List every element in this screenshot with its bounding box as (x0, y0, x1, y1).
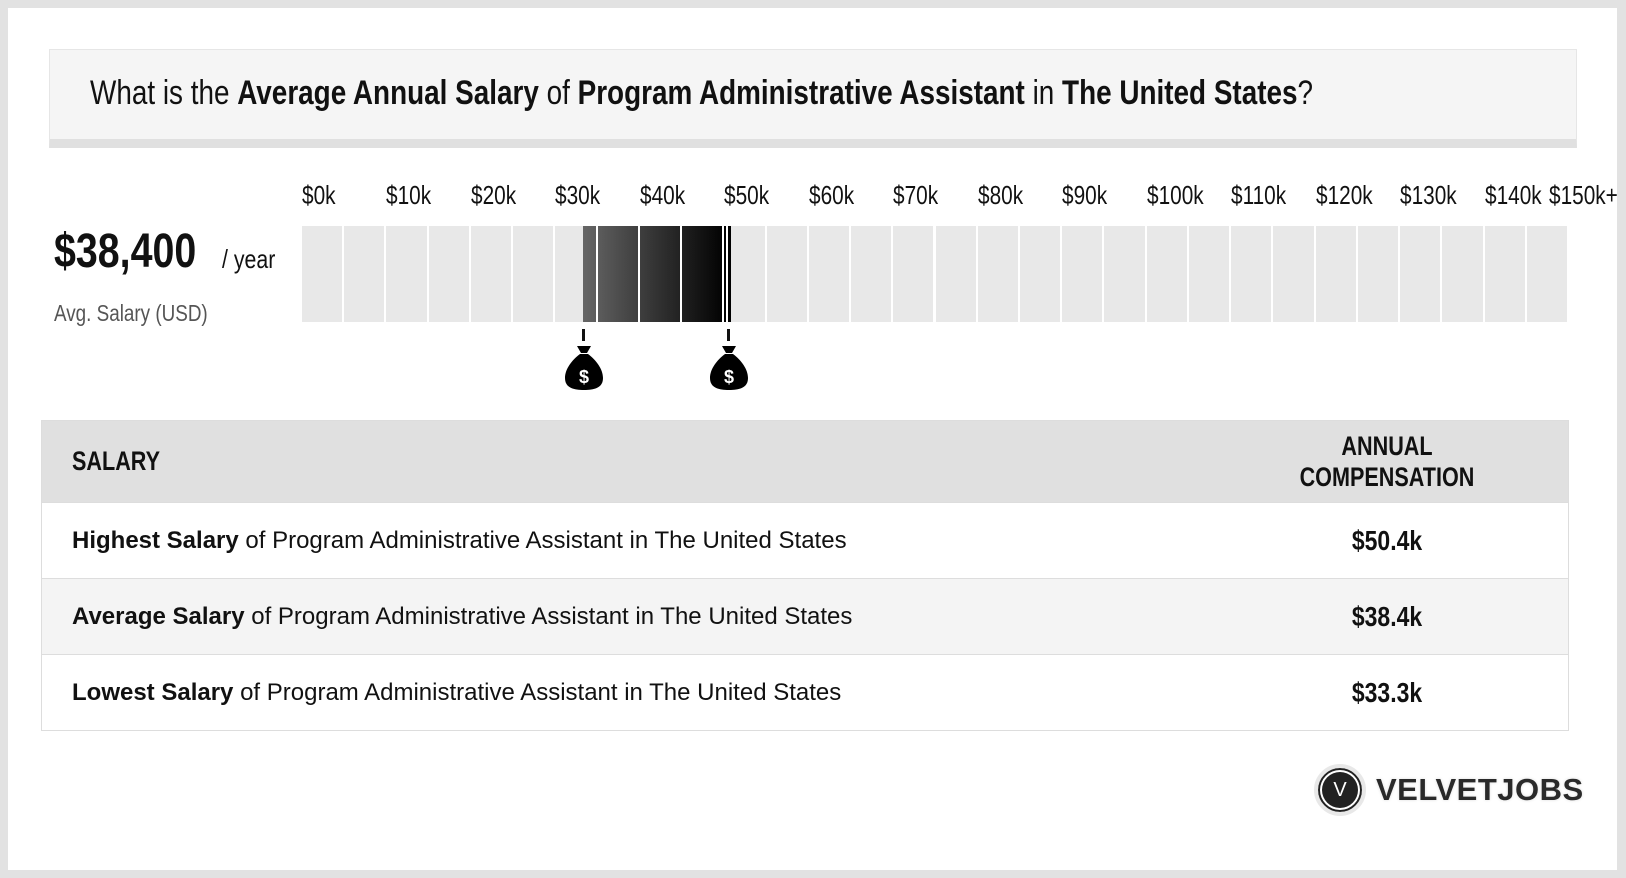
average-salary-unit: / year (222, 244, 276, 274)
bar-fill (597, 226, 638, 322)
tick-label: $40k (639, 180, 685, 210)
svg-text:$: $ (724, 367, 734, 387)
table-header: SALARY ANNUAL COMPENSATION (42, 421, 1568, 502)
bar-segment (1442, 226, 1483, 322)
tick-label: $10k (386, 180, 432, 210)
row-label-bold: Highest Salary (72, 526, 239, 554)
table-row: Lowest Salary of Program Administrative … (42, 654, 1568, 730)
bar-segment (935, 226, 976, 322)
logo-mark: V (1314, 764, 1366, 816)
velvetjobs-logo: V VELVETJOBS (1314, 764, 1584, 816)
row-label: Lowest Salary of Program Administrative … (72, 679, 841, 707)
bar-segment (977, 226, 1018, 322)
title-text: What is the (90, 74, 238, 112)
column-header-salary: SALARY (72, 446, 161, 476)
tick-label: $30k (555, 180, 601, 210)
bar-segment (1357, 226, 1399, 322)
table-row: Highest Salary of Program Administrative… (42, 502, 1568, 578)
bar-segment (766, 226, 807, 322)
average-salary-label: Avg. Salary (USD) (54, 300, 208, 326)
bar-segment (1484, 226, 1525, 322)
table-row: Average Salary of Program Administrative… (42, 578, 1568, 654)
row-label-rest: of Program Administrative Assistant in T… (244, 602, 853, 630)
bar-segment (428, 226, 469, 322)
row-label-rest: of Program Administrative Assistant in T… (238, 526, 847, 554)
tick-label: $60k (808, 180, 854, 210)
tick-label: $130k (1400, 180, 1457, 210)
bar-segment (513, 226, 554, 322)
bar-segment (1146, 226, 1187, 322)
tick-label: $140k (1484, 180, 1542, 210)
row-value: $33.3k (1351, 676, 1423, 708)
bar-segment (302, 226, 343, 322)
title-text: of (538, 74, 578, 112)
row-label: Average Salary of Program Administrative… (72, 603, 852, 631)
tick-label: $20k (470, 180, 517, 210)
money-bag-icon: $ (565, 346, 604, 390)
title-bold: Average Annual Salary (237, 74, 539, 112)
bar-segment (555, 226, 596, 322)
salary-range-bar: $0k $10k $20k $30k $40k $50k $60k $70k $80k $90k $… (302, 180, 1618, 390)
bar-segment (1019, 226, 1061, 322)
tick-label: $0k (302, 180, 336, 210)
bar-segment (344, 226, 385, 322)
bar-segment (1062, 226, 1103, 322)
bar-segment (893, 226, 934, 322)
tick-label: $90k (1062, 180, 1108, 210)
bar-segment (1526, 226, 1567, 322)
svg-text:$: $ (579, 367, 589, 387)
title-bold: Program Administrative Assistant (577, 74, 1025, 112)
salary-table: SALARY ANNUAL COMPENSATION Highest Salar… (41, 420, 1569, 731)
title-text: in (1024, 74, 1063, 112)
tick-label: $150k+ (1549, 180, 1618, 210)
bar-segment (639, 226, 681, 322)
bar-segment (808, 226, 850, 322)
money-bag-icon: $ (709, 346, 748, 390)
question-header: What is the Average Annual Salary of Pro… (49, 49, 1577, 148)
bar-segment (1188, 226, 1230, 322)
bar-segment (1104, 226, 1145, 322)
low-marker (582, 329, 586, 341)
row-label-bold: Average Salary (72, 602, 245, 630)
average-salary: $38,400 / year (54, 224, 275, 279)
row-value: $38.4k (1351, 600, 1423, 632)
title-bold: The United States (1062, 74, 1298, 112)
tick-label: $80k (977, 180, 1023, 210)
page-title: What is the Average Annual Salary of Pro… (90, 74, 1313, 113)
bar-segment (851, 226, 892, 322)
bar-segment (1315, 226, 1356, 322)
average-salary-value: $38,400 (54, 225, 197, 278)
bar-segment (1231, 226, 1272, 322)
column-header-compensation: ANNUAL COMPENSATION (1299, 430, 1475, 492)
logo-mark-letter: V (1333, 778, 1347, 801)
bar-segment (1273, 226, 1314, 322)
tick-label: $120k (1315, 180, 1373, 210)
bar-fill (639, 226, 681, 322)
bar-segment (470, 226, 512, 322)
row-label-rest: of Program Administrative Assistant in T… (233, 678, 842, 706)
tick-label: $70k (893, 180, 939, 210)
tick-label: $110k (1231, 180, 1287, 210)
bar-segment (1400, 226, 1441, 322)
high-line (725, 226, 731, 322)
high-marker (726, 329, 730, 341)
bar-segment (682, 226, 723, 322)
bar-fill (682, 226, 723, 322)
logo-text: VELVETJOBS (1376, 772, 1584, 807)
bar-segment (597, 226, 638, 322)
bar-fill (583, 226, 596, 322)
row-value: $50.4k (1351, 524, 1423, 556)
tick-label: $100k (1146, 180, 1204, 210)
row-label-bold: Lowest Salary (72, 678, 234, 706)
tick-label: $50k (724, 180, 770, 210)
bar-segment (386, 226, 427, 322)
row-label: Highest Salary of Program Administrative… (72, 527, 847, 555)
title-text: ? (1297, 74, 1314, 112)
